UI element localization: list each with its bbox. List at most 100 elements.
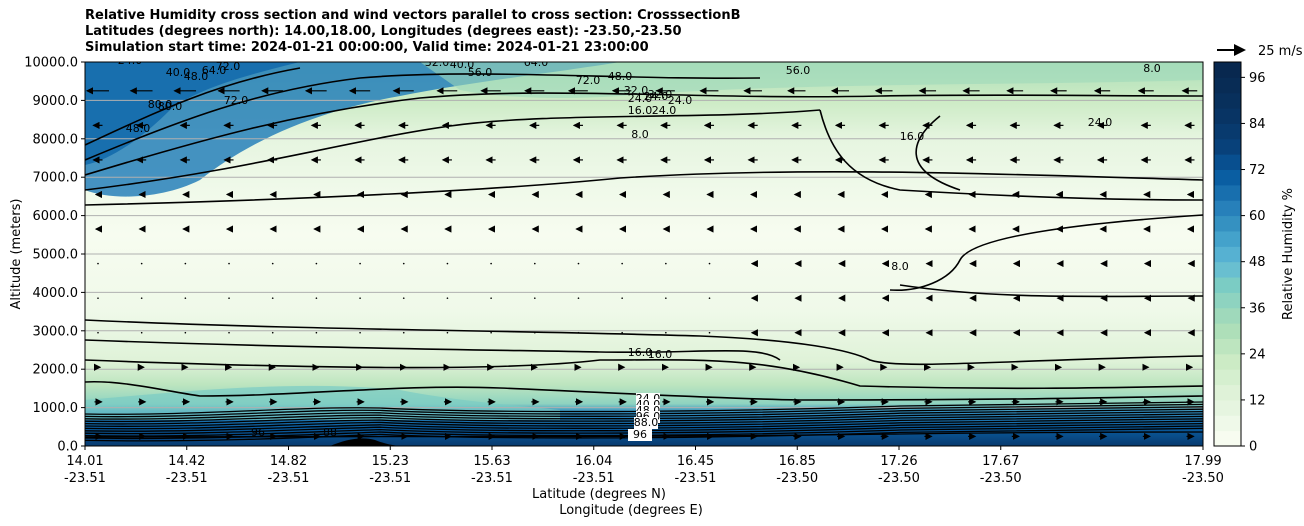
wind-vectors — [85, 87, 1198, 440]
contour-label: 56.0 — [786, 64, 811, 77]
wind-vector — [534, 297, 536, 299]
y-tick-label: 5000.0 — [33, 248, 79, 263]
contour-line — [85, 401, 1203, 415]
x-tick-label-longitude: -23.50 — [980, 471, 1022, 486]
contour-label: 48.0 — [184, 70, 209, 83]
contour-line — [85, 92, 1203, 176]
wind-vector — [315, 262, 318, 265]
wind-vector — [184, 262, 187, 265]
wind-vector — [140, 262, 143, 265]
wind-vector — [534, 262, 536, 265]
y-tick-label: 7000.0 — [33, 171, 79, 186]
colorbar-swatch — [1214, 261, 1241, 278]
contour-label: 16.0 — [900, 130, 925, 143]
wind-vector — [97, 297, 99, 299]
contour-label: 72.0 — [576, 74, 601, 87]
colorbar-swatch — [1214, 399, 1241, 416]
plot-area: 24.040.048.064.072.080.048.072.080.032.0… — [85, 54, 1203, 446]
contour-labels: 24.040.048.064.072.080.048.072.080.032.0… — [118, 54, 1161, 441]
contour-label-backdrop — [634, 417, 658, 429]
colorbar-tick-label: 24 — [1249, 347, 1266, 362]
x-tick-label-latitude: 16.45 — [677, 454, 714, 469]
colorbar-swatch — [1214, 215, 1241, 232]
wind-reference-key: 25 m/s — [1217, 44, 1303, 59]
wind-vector — [315, 331, 318, 334]
x-tick-label-longitude: -23.51 — [675, 471, 717, 486]
wind-vector — [402, 262, 405, 265]
colorbar-swatch — [1214, 292, 1241, 309]
contour-label: 24.0 — [1088, 116, 1113, 129]
contour-line — [899, 284, 1203, 298]
wind-vector — [228, 297, 230, 299]
colorbar: 0 12 24 36 48 60 72 84 96 — [1213, 61, 1266, 455]
x-tick-label-latitude: 14.01 — [66, 454, 103, 469]
wind-vector — [490, 331, 492, 334]
contour-label: 24.0 — [644, 90, 669, 103]
x-tick-label-latitude: 16.04 — [575, 454, 612, 469]
colorbar-swatch — [1214, 169, 1241, 186]
wind-vector — [446, 297, 449, 299]
x-tick-label-longitude: -23.51 — [369, 471, 411, 486]
contour-line — [85, 422, 1203, 437]
contour-line — [85, 427, 1203, 442]
contour-line — [85, 406, 1203, 420]
wind-vector — [228, 262, 230, 265]
contour-label: 24.0 — [118, 54, 143, 67]
contour-label: 64.0 — [202, 64, 227, 77]
colorbar-swatch — [1214, 184, 1241, 201]
colorbar-swatch — [1214, 154, 1241, 171]
colorbar-swatch — [1214, 230, 1241, 247]
contour-label: 88.0 — [634, 416, 659, 429]
colorbar-tick-label: 72 — [1249, 163, 1266, 178]
x-tick-label-longitude: -23.51 — [471, 471, 513, 486]
y-axis-label: Altitude (meters) — [9, 199, 24, 310]
contour-label: 24.0 — [652, 104, 677, 117]
colorbar-tick-label: 12 — [1249, 393, 1266, 408]
x-tick-label-longitude: -23.51 — [64, 471, 106, 486]
contour-label: 8.0 — [891, 260, 909, 273]
wind-reference-label: 25 m/s — [1258, 44, 1303, 59]
x-tick-label-longitude: -23.50 — [776, 471, 818, 486]
x-tick-label-longitude: -23.51 — [573, 471, 615, 486]
colorbar-swatch — [1214, 77, 1241, 94]
colorbar-swatch — [1214, 307, 1241, 324]
contour-label: 48.0 — [126, 122, 151, 135]
wind-vector — [184, 331, 187, 334]
contour-label: 8.0 — [631, 128, 649, 141]
wind-vector — [140, 297, 143, 299]
x-tick-label-latitude: 17.67 — [982, 454, 1019, 469]
wind-vector — [359, 331, 361, 334]
contour-line — [85, 418, 1203, 432]
wind-vector — [271, 331, 274, 334]
y-tick-label: 2000.0 — [33, 363, 79, 378]
x-axis: 14.01 -23.51 14.42 -23.51 14.82 -23.51 15.23 -2… — [64, 446, 1224, 486]
x-tick-label-latitude: 15.23 — [372, 454, 409, 469]
wind-vector — [97, 262, 99, 265]
colorbar-swatch — [1214, 338, 1241, 355]
contour-line — [85, 420, 1203, 435]
wind-vector — [577, 297, 580, 299]
contour-line — [819, 109, 1203, 201]
contour-label: 72.0 — [216, 60, 241, 73]
wind-vector — [97, 331, 99, 334]
wind-vector — [621, 297, 623, 299]
contour-line — [85, 415, 1203, 430]
contour-line — [85, 359, 1203, 390]
colorbar-swatch — [1214, 277, 1241, 293]
wind-vector — [577, 262, 580, 265]
contour-label: 24.0 — [668, 94, 693, 107]
wind-vector — [271, 297, 274, 299]
contour-label: 16.0 — [648, 348, 673, 361]
x-tick-label-latitude: 17.99 — [1184, 454, 1221, 469]
wind-vector — [315, 297, 318, 299]
y-tick-label: 6000.0 — [33, 209, 79, 224]
y-axis: 0.0 1000.0 2000.0 3000.0 4000.0 5000.0 6000.0 7… — [24, 56, 85, 455]
contour-line — [85, 339, 781, 361]
contour-label: 96 — [251, 426, 265, 439]
x-tick-label-longitude: -23.51 — [166, 471, 208, 486]
colorbar-swatch — [1214, 123, 1241, 140]
colorbar-tick-label: 84 — [1249, 117, 1266, 132]
x-tick-label-longitude: -23.50 — [1182, 471, 1224, 486]
colorbar-label: Relative Humidity % — [1281, 188, 1296, 320]
